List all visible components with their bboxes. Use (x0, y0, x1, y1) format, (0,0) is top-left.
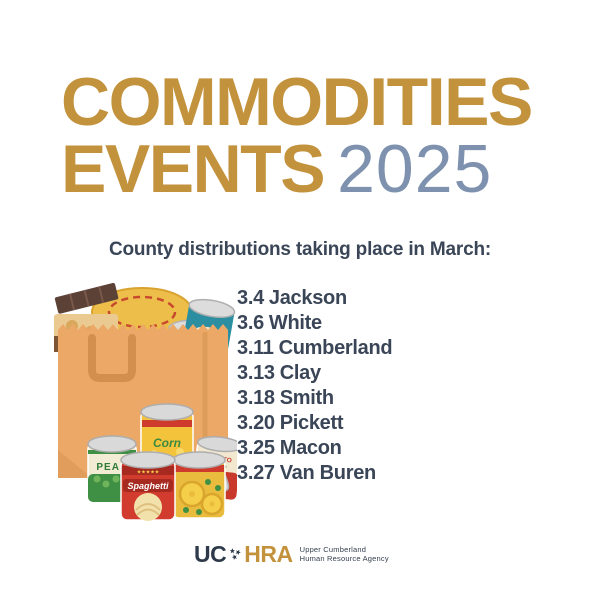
spaghetti-can: ★★★★★ Spaghetti (120, 451, 176, 521)
subtitle: County distributions taking place in Mar… (109, 239, 491, 260)
list-item: 3.13 Clay (237, 361, 392, 386)
list-item: 3.4 Jackson (237, 286, 392, 311)
spaghetti-label: Spaghetti (127, 481, 169, 491)
list-item: 3.18 Smith (237, 386, 392, 411)
event-date: 3.18 (237, 387, 275, 409)
event-county: Van Buren (279, 462, 377, 484)
title-events: EVENTS (61, 131, 326, 207)
org-name-line1: Upper Cumberland (299, 544, 367, 554)
event-county: Cumberland (278, 337, 393, 359)
list-item: 3.25 Macon (237, 436, 392, 461)
event-county: Smith (279, 387, 334, 409)
event-date: 3.13 (237, 362, 275, 384)
title-year: 2025 (337, 131, 493, 207)
event-date: 3.20 (237, 412, 275, 434)
event-county: White (268, 312, 322, 334)
logo-uc-text: UC (194, 541, 227, 567)
event-county: Clay (279, 362, 321, 384)
spaghetti-stars: ★★★★★ (137, 470, 160, 476)
event-list: 3.4 Jackson 3.6 White 3.11 Cumberland 3.13 C… (237, 286, 393, 486)
grocery-bag-graphic: BEANS Corn TOMATO SOUP (54, 282, 237, 521)
corn-label: Corn (153, 436, 181, 450)
event-county: Jackson (268, 287, 347, 309)
tristar-icon (229, 548, 242, 560)
logo-hra-text: HRA (244, 541, 293, 567)
title-line1: COMMODITIES (61, 64, 533, 140)
event-county: Pickett (279, 412, 344, 434)
pineapple-can (172, 451, 226, 519)
list-item: 3.6 White (237, 311, 392, 336)
list-item: 3.27 Van Buren (237, 461, 392, 486)
groceries-illustration: BEANS Corn TOMATO SOUP (42, 280, 237, 532)
chocolate-bar (54, 282, 119, 314)
event-date: 3.11 (237, 337, 274, 359)
list-item: 3.11 Cumberland (237, 336, 393, 361)
bag-handle (88, 334, 136, 382)
peas-label: PEAS (96, 462, 127, 473)
org-name-line2: Human Resource Agency (299, 554, 389, 563)
bag-fold (58, 450, 92, 478)
title-line2: EVENTS 2025 (61, 135, 532, 203)
event-date: 3.27 (237, 462, 275, 484)
list-item: 3.20 Pickett (237, 411, 392, 436)
event-county: Macon (279, 437, 342, 459)
event-date: 3.4 (237, 287, 264, 309)
page-title: COMMODITIES EVENTS 2025 (61, 64, 533, 203)
event-date: 3.25 (237, 437, 275, 459)
uchra-logo: UC HRA Upper Cumberland Human Resource A… (194, 541, 389, 567)
event-date: 3.6 (237, 312, 264, 334)
org-name: Upper Cumberland Human Resource Agency (300, 545, 389, 564)
